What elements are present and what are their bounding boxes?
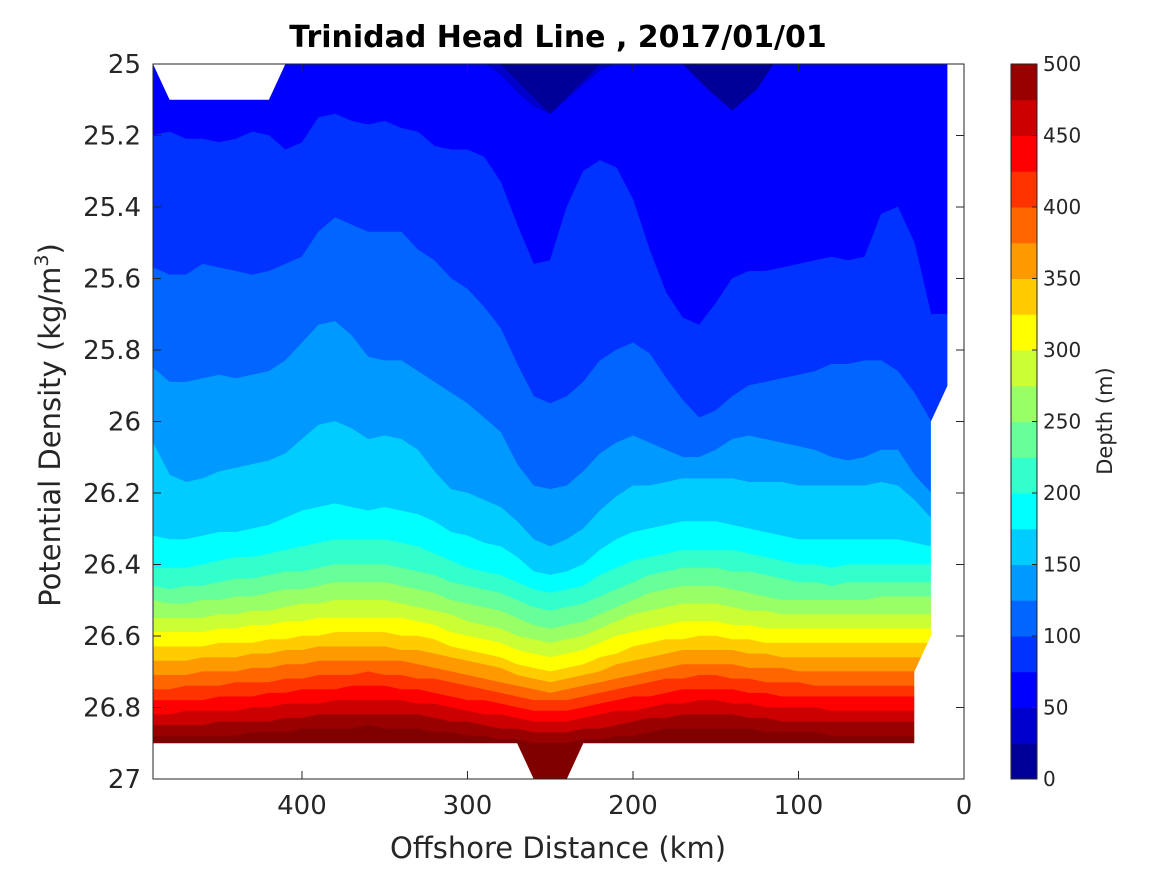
contour-band-shallow-0 xyxy=(500,64,600,115)
x-tick-label: 100 xyxy=(774,791,824,821)
colorbar-tick-label: 350 xyxy=(1043,267,1081,291)
colorbar-tick-label: 0 xyxy=(1043,767,1056,791)
y-axis: 25 25.2 25.4 25.6 25.8 26 26.2 26.4 26.6 26.8 27 xyxy=(83,50,964,795)
colorbar-label: Depth (m) xyxy=(1093,367,1117,474)
colorbar-tick-label: 250 xyxy=(1043,410,1081,434)
y-tick-label: 26.8 xyxy=(83,694,141,724)
plot-area xyxy=(153,64,964,779)
x-tick-label: 400 xyxy=(277,791,327,821)
y-axis-label: Potential Density (kg/m3) xyxy=(31,243,67,607)
y-tick-label: 26 xyxy=(108,408,141,438)
y-tick-label: 25 xyxy=(108,50,141,80)
colorbar-segment xyxy=(1011,350,1037,387)
colorbar-tick-label: 400 xyxy=(1043,195,1081,219)
colorbar-segment xyxy=(1011,600,1037,637)
y-axis-label-close: ) xyxy=(33,243,67,254)
colorbar-segment xyxy=(1011,493,1037,530)
mask-right xyxy=(914,64,964,779)
colorbar-tick-label: 500 xyxy=(1043,52,1081,76)
y-tick-label: 25.4 xyxy=(83,193,141,223)
colorbar-segment xyxy=(1011,64,1037,101)
y-tick-label: 26.6 xyxy=(83,622,141,652)
colorbar-tick-label: 450 xyxy=(1043,124,1081,148)
contour-band-shallow-1 xyxy=(682,64,774,111)
colorbar-segment xyxy=(1011,636,1037,673)
x-tick-label: 200 xyxy=(608,791,658,821)
y-axis-label-superscript: 3 xyxy=(31,254,53,266)
mask-bottom xyxy=(153,743,964,779)
y-tick-label: 25.6 xyxy=(83,265,141,295)
colorbar-segment xyxy=(1011,564,1037,601)
colorbar-segment xyxy=(1011,457,1037,494)
colorbar-tick-label: 100 xyxy=(1043,624,1081,648)
colorbar-tick-label: 50 xyxy=(1043,696,1068,720)
colorbar-segment xyxy=(1011,314,1037,351)
colorbar-segment xyxy=(1011,671,1037,708)
x-tick-label: 300 xyxy=(443,791,493,821)
colorbar-segment xyxy=(1011,743,1037,780)
y-tick-label: 25.2 xyxy=(83,122,141,152)
mask-top xyxy=(153,64,964,100)
colorbar-tick-label: 150 xyxy=(1043,553,1081,577)
colorbar-segment xyxy=(1011,207,1037,244)
y-tick-label: 27 xyxy=(108,765,141,795)
y-tick-label: 26.4 xyxy=(83,551,141,581)
x-axis: 400 300 200 100 0 xyxy=(277,64,972,821)
colorbar-segment xyxy=(1011,135,1037,172)
colorbar-segment xyxy=(1011,171,1037,208)
colorbar-tick-label: 300 xyxy=(1043,338,1081,362)
chart-title: Trinidad Head Line , 2017/01/01 xyxy=(289,20,826,55)
y-axis-label-main: Potential Density (kg/m xyxy=(33,267,67,607)
y-tick-label: 26.2 xyxy=(83,479,141,509)
colorbar-segment xyxy=(1011,528,1037,565)
colorbar: 0 50 100 150 200 250 300 350 400 450 500 xyxy=(1010,52,1081,791)
colorbar-segment xyxy=(1011,99,1037,136)
x-axis-label: Offshore Distance (km) xyxy=(390,831,726,865)
y-tick-label: 25.8 xyxy=(83,336,141,366)
colorbar-segment xyxy=(1011,421,1037,458)
x-tick-label: 0 xyxy=(956,791,973,821)
colorbar-segment xyxy=(1011,707,1037,744)
colorbar-segment xyxy=(1011,385,1037,422)
colorbar-tick-label: 200 xyxy=(1043,481,1081,505)
colorbar-segment xyxy=(1011,278,1037,315)
colorbar-segment xyxy=(1011,242,1037,279)
